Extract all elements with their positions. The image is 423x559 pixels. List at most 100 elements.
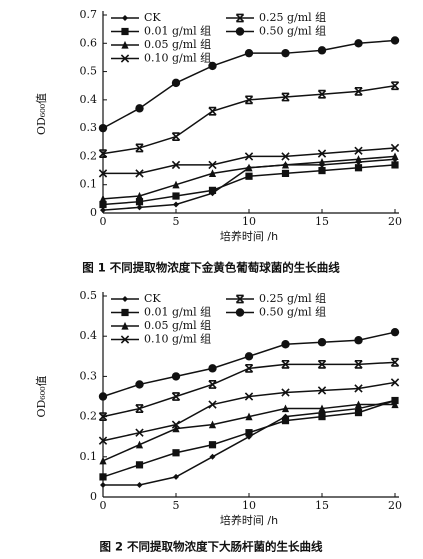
marker <box>245 163 253 172</box>
marker <box>135 440 144 449</box>
y-tick-label: 0.3 <box>80 369 98 382</box>
marker <box>135 198 144 206</box>
legend-label: 0.50 g/ml 组 <box>259 24 326 38</box>
marker <box>208 364 217 373</box>
legend-label: 0.50 g/ml 组 <box>259 305 326 319</box>
marker <box>354 408 363 417</box>
chart-title: 图 1 不同提取物浓度下金黄色葡萄球菌的生长曲线 <box>82 261 340 275</box>
marker <box>281 359 290 369</box>
marker <box>317 89 327 99</box>
y-tick-label: 0.1 <box>80 178 98 191</box>
marker <box>208 400 217 409</box>
marker <box>318 166 326 175</box>
marker <box>135 404 144 413</box>
marker <box>391 161 399 169</box>
y-tick-label: 0.5 <box>80 289 98 302</box>
x-tick-label: 10 <box>242 215 256 228</box>
y-tick-label: 0 <box>90 206 97 219</box>
marker <box>209 453 216 460</box>
marker <box>136 204 143 211</box>
x-tick-label: 15 <box>315 499 329 512</box>
legend-label: 0.05 g/ml 组 <box>144 318 211 332</box>
marker <box>135 169 144 178</box>
marker <box>172 424 180 433</box>
marker <box>171 372 181 381</box>
marker <box>100 207 106 214</box>
x-tick-label: 20 <box>388 499 402 512</box>
marker <box>122 15 128 21</box>
marker <box>173 473 179 480</box>
marker <box>121 40 129 49</box>
y-axis-label: OD₆₀₀值 <box>35 375 48 417</box>
x-tick-label: 0 <box>100 499 107 512</box>
marker <box>245 412 253 421</box>
marker <box>244 352 254 361</box>
marker <box>317 359 327 369</box>
marker <box>171 78 181 88</box>
legend-label: 0.10 g/ml 组 <box>144 332 211 346</box>
legend-label: CK <box>144 11 161 24</box>
legend-label: 0.10 g/ml 组 <box>144 51 211 65</box>
marker <box>318 157 326 166</box>
x-tick-label: 0 <box>100 215 107 228</box>
marker <box>390 81 400 91</box>
marker <box>354 336 363 345</box>
marker <box>390 378 400 387</box>
y-tick-label: 0.1 <box>80 450 98 463</box>
marker <box>171 132 181 142</box>
marker <box>121 27 129 36</box>
marker <box>235 294 245 304</box>
legend-label: 0.25 g/ml 组 <box>259 10 326 24</box>
marker <box>281 169 290 177</box>
marker <box>244 48 254 58</box>
marker <box>208 441 217 449</box>
marker <box>354 359 363 369</box>
marker <box>391 400 399 409</box>
chart: 0 0.1 0.2 0.3 0.4 0.5 0.6 0.7 0 5 10 15 20 培养时间 /h OD₆… <box>35 8 402 275</box>
marker <box>390 36 400 45</box>
marker <box>245 172 253 180</box>
legend-label: 0.01 g/ml 组 <box>144 305 211 319</box>
marker <box>98 149 108 158</box>
marker <box>354 39 363 48</box>
marker <box>173 201 179 208</box>
marker <box>281 92 290 102</box>
marker <box>98 123 108 133</box>
marker <box>317 46 327 55</box>
marker <box>99 456 107 465</box>
marker <box>98 392 108 401</box>
marker <box>208 106 217 116</box>
marker <box>208 420 217 429</box>
x-tick-label: 5 <box>173 499 180 512</box>
marker <box>318 404 326 413</box>
marker <box>136 481 143 488</box>
marker <box>99 473 107 481</box>
marker <box>121 321 129 330</box>
y-axis-label: OD₆₀₀值 <box>35 93 48 135</box>
marker <box>172 192 180 200</box>
marker <box>171 160 181 170</box>
x-axis-label: 培养时间 /h <box>220 513 278 527</box>
marker <box>354 146 363 155</box>
marker <box>317 338 327 347</box>
marker <box>135 380 144 389</box>
marker <box>281 160 290 169</box>
x-tick-label: 10 <box>242 499 256 512</box>
marker <box>318 413 326 421</box>
marker <box>391 152 399 161</box>
marker <box>281 404 290 413</box>
y-tick-label: 0.3 <box>80 121 98 134</box>
marker <box>120 335 130 344</box>
y-tick-label: 0 <box>90 490 97 503</box>
marker <box>135 461 144 469</box>
y-tick-label: 0.6 <box>80 36 98 49</box>
legend-label: 0.05 g/ml 组 <box>144 37 211 51</box>
marker <box>208 186 217 194</box>
marker <box>98 169 108 178</box>
x-tick-label: 15 <box>315 215 329 228</box>
marker <box>245 429 253 437</box>
marker <box>281 48 290 58</box>
marker <box>281 388 290 397</box>
marker <box>135 191 144 200</box>
